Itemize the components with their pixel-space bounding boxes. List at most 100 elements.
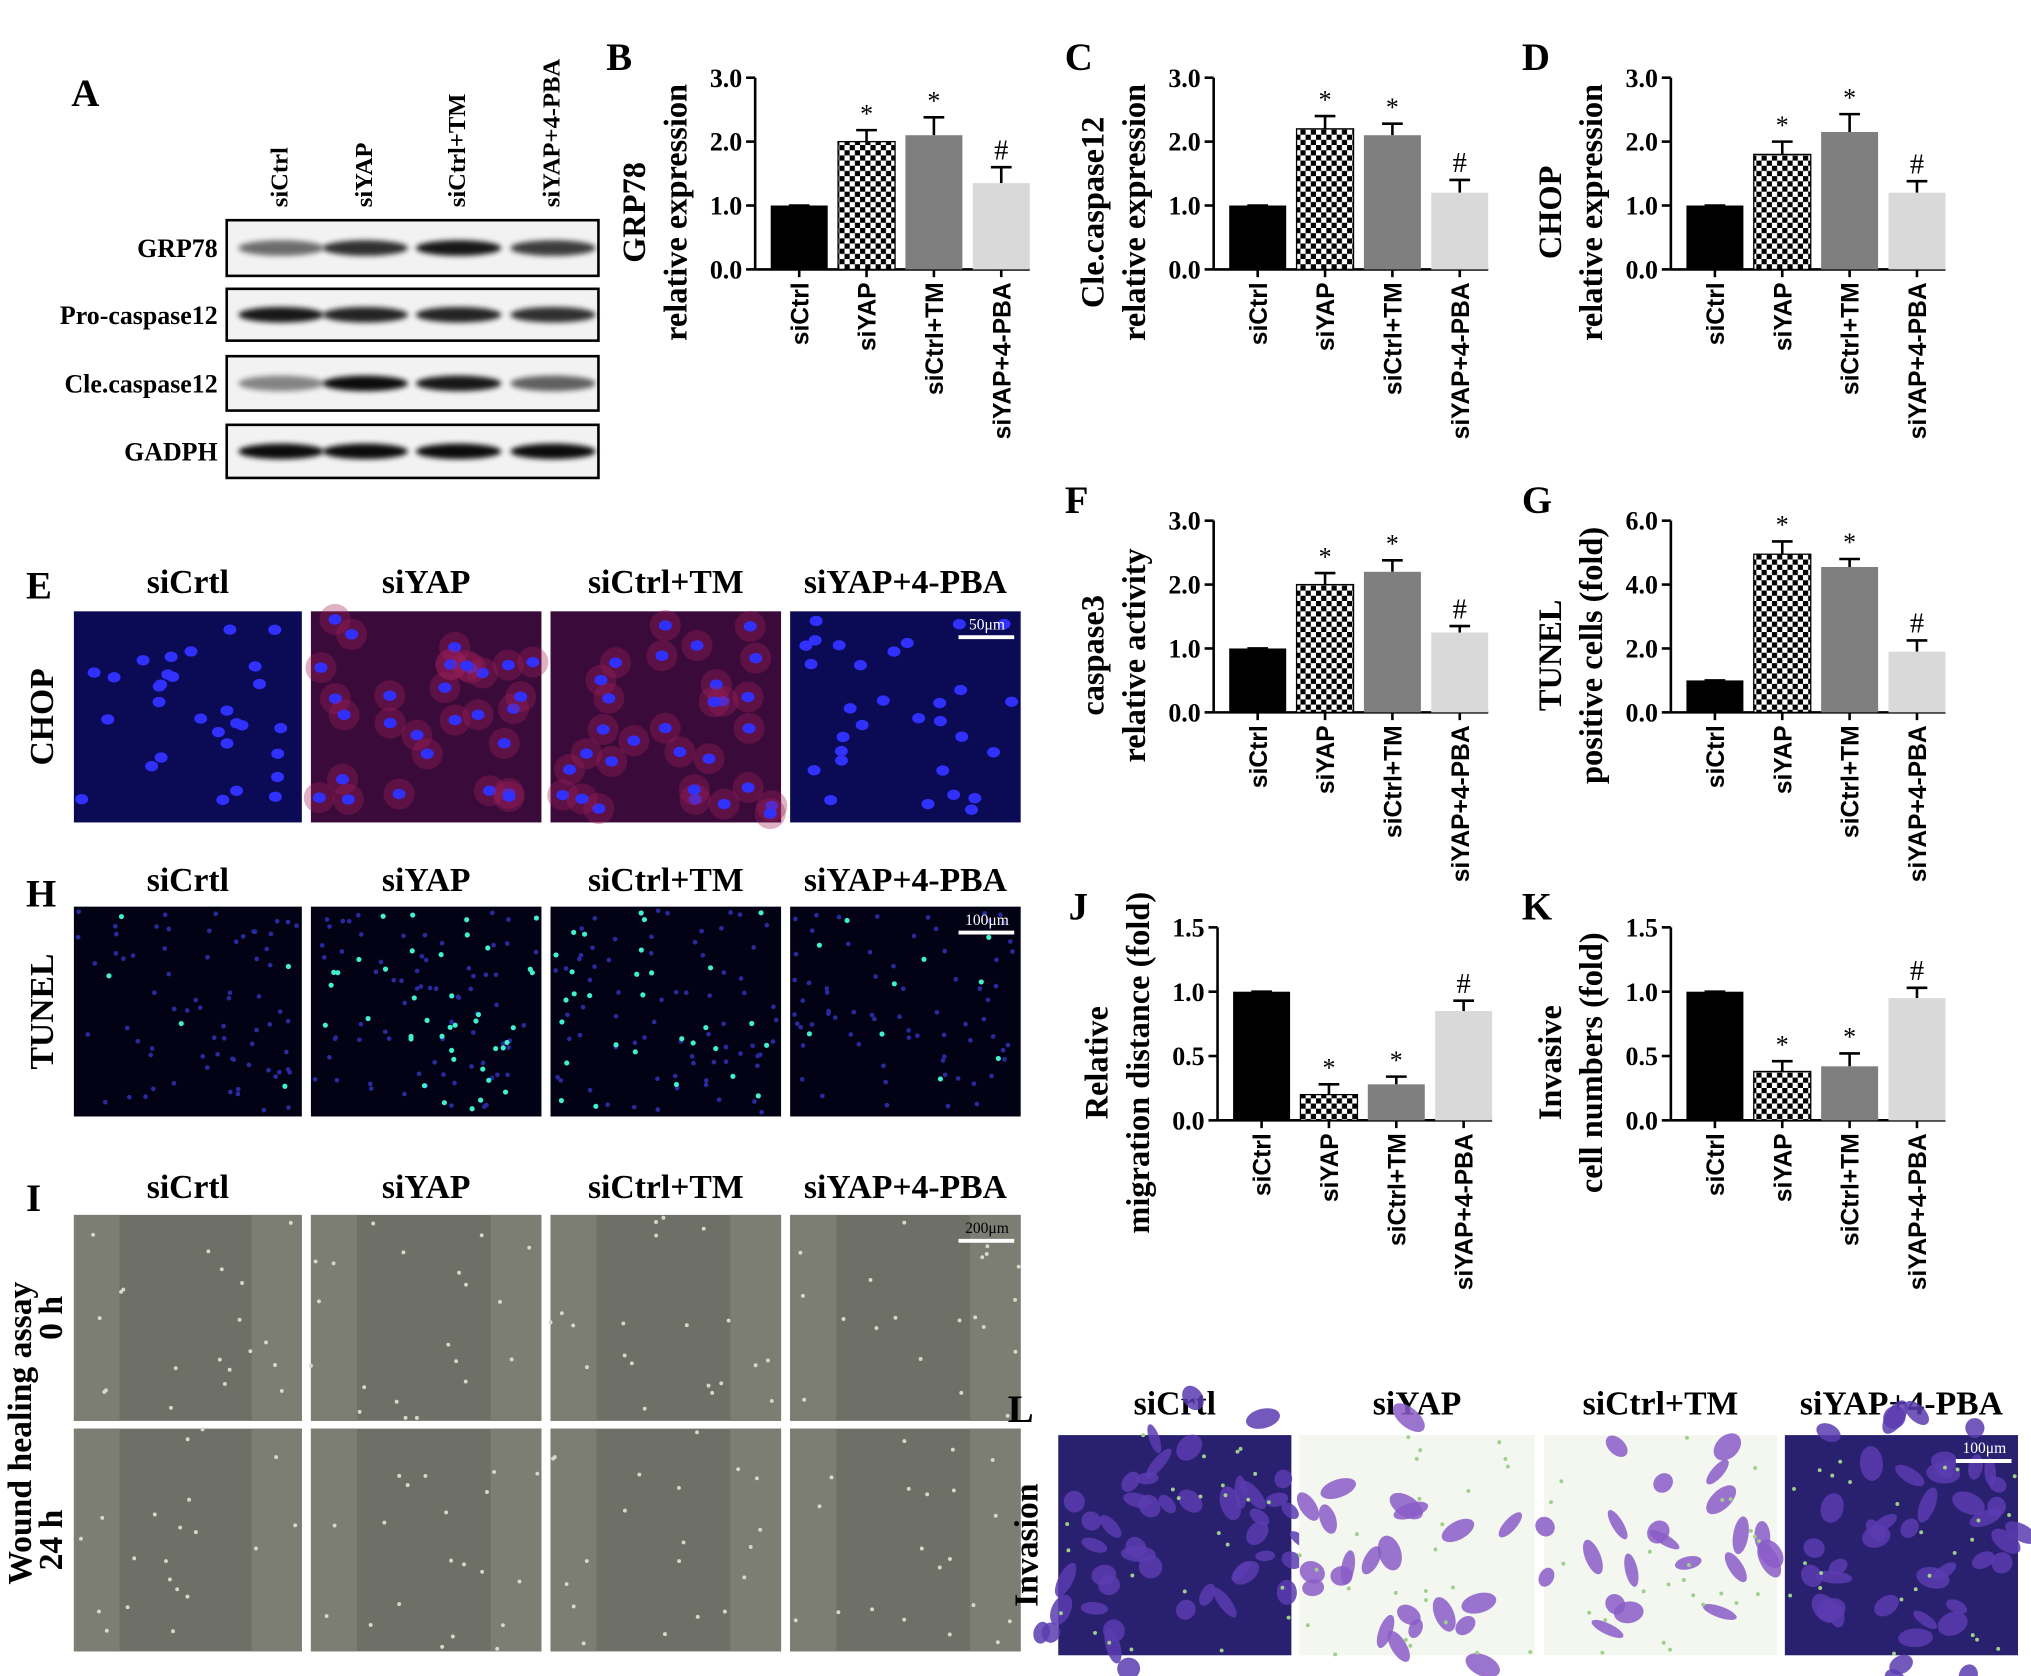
row-label: TUNEL bbox=[24, 954, 61, 1070]
nucleus bbox=[107, 672, 121, 683]
nucleus bbox=[832, 1015, 838, 1020]
x-tick-label: siYAP bbox=[1770, 282, 1797, 351]
y-tick-label: 0.0 bbox=[1626, 255, 1658, 284]
debris bbox=[622, 1508, 627, 1513]
tunel-cell bbox=[641, 916, 648, 923]
nucleus bbox=[112, 923, 118, 929]
invaded-cell bbox=[1991, 1528, 2021, 1554]
pore bbox=[1198, 1494, 1203, 1499]
invaded-cell bbox=[1123, 1492, 1152, 1509]
debris bbox=[736, 1467, 741, 1472]
invaded-cell bbox=[1987, 1496, 2006, 1517]
debris bbox=[495, 1646, 500, 1651]
nucleus bbox=[921, 798, 935, 810]
blot-band bbox=[322, 306, 409, 323]
debris bbox=[401, 1250, 406, 1255]
nucleus bbox=[716, 1097, 722, 1103]
nucleus bbox=[998, 912, 1003, 918]
pore bbox=[1838, 1459, 1843, 1464]
nucleus bbox=[227, 990, 233, 996]
nucleus bbox=[230, 785, 244, 796]
nucleus bbox=[254, 1027, 259, 1033]
debris bbox=[397, 1602, 402, 1607]
nucleus bbox=[416, 1071, 422, 1077]
nucleus bbox=[933, 697, 947, 709]
x-tick-label: siCtrl+TM bbox=[1838, 1133, 1865, 1246]
bar bbox=[1295, 583, 1355, 714]
debris bbox=[902, 1439, 907, 1444]
tunel-cell bbox=[328, 982, 334, 988]
nucleus bbox=[848, 1032, 854, 1037]
nucleus bbox=[649, 934, 654, 940]
tunel-cell bbox=[649, 970, 655, 976]
nucleus bbox=[563, 966, 569, 971]
blot-band bbox=[415, 306, 502, 323]
nucleus bbox=[578, 952, 584, 958]
nucleus bbox=[489, 910, 495, 916]
tunel-cell bbox=[844, 917, 850, 924]
nucleus bbox=[136, 655, 150, 666]
micrograph bbox=[1784, 1400, 2031, 1676]
nucleus bbox=[613, 1013, 619, 1019]
nucleus bbox=[616, 990, 621, 995]
panel-label: I bbox=[26, 1177, 41, 1220]
nucleus bbox=[872, 1016, 877, 1022]
tunel-cell bbox=[634, 971, 640, 977]
debris bbox=[313, 1259, 318, 1264]
debris bbox=[444, 1510, 449, 1515]
debris bbox=[695, 1430, 699, 1435]
nucleus bbox=[1007, 939, 1013, 944]
debris bbox=[219, 1267, 224, 1272]
nucleus bbox=[1001, 920, 1006, 925]
nucleus bbox=[700, 952, 706, 958]
pore bbox=[1414, 1456, 1419, 1461]
nucleus bbox=[900, 986, 906, 992]
blot-band bbox=[510, 306, 596, 323]
debris bbox=[925, 1492, 930, 1497]
y-axis-label: positive cells (fold) bbox=[1574, 527, 1610, 784]
nucleus bbox=[504, 941, 510, 946]
nucleus bbox=[502, 791, 516, 802]
tunel-cell bbox=[559, 1019, 565, 1025]
debris bbox=[758, 1527, 763, 1532]
pore bbox=[1685, 1435, 1689, 1440]
pore bbox=[1728, 1497, 1733, 1502]
debris bbox=[288, 1220, 293, 1225]
tunel-cell bbox=[613, 1042, 619, 1048]
pore bbox=[1443, 1620, 1448, 1625]
debris bbox=[185, 1437, 190, 1442]
nucleus bbox=[162, 912, 168, 918]
nucleus bbox=[345, 629, 359, 640]
tunel-cell bbox=[464, 932, 470, 938]
tunel-cell bbox=[441, 1100, 447, 1106]
blot-band bbox=[415, 443, 502, 460]
nucleus bbox=[391, 977, 397, 983]
debris bbox=[185, 1594, 190, 1599]
pore bbox=[1059, 1611, 1063, 1616]
nucleus bbox=[982, 911, 987, 916]
tunel-cell bbox=[449, 1047, 455, 1053]
pore bbox=[1803, 1561, 1807, 1566]
nucleus bbox=[273, 1074, 279, 1079]
significance-mark: * bbox=[1843, 528, 1856, 557]
invaded-cell bbox=[1815, 1570, 1853, 1584]
invaded-cell bbox=[1175, 1599, 1196, 1620]
nucleus bbox=[506, 917, 511, 922]
nucleus bbox=[873, 974, 879, 979]
nucleus bbox=[152, 696, 166, 708]
debris bbox=[637, 1472, 642, 1477]
y-tick-label: 4.0 bbox=[1626, 571, 1658, 600]
nucleus bbox=[764, 922, 770, 928]
invaded-cell bbox=[1461, 1592, 1497, 1614]
y-axis-label: TUNEL bbox=[1533, 600, 1569, 712]
nucleus bbox=[826, 1008, 831, 1014]
invaded-cell bbox=[1249, 1508, 1270, 1526]
debris bbox=[726, 1318, 731, 1323]
tunel-cell bbox=[118, 913, 125, 920]
nucleus bbox=[469, 1064, 474, 1069]
nucleus bbox=[1002, 1057, 1007, 1062]
invaded-cell bbox=[1862, 1525, 1891, 1548]
debris bbox=[100, 1515, 105, 1520]
panel-label: E bbox=[26, 564, 52, 607]
nucleus bbox=[757, 1052, 763, 1058]
